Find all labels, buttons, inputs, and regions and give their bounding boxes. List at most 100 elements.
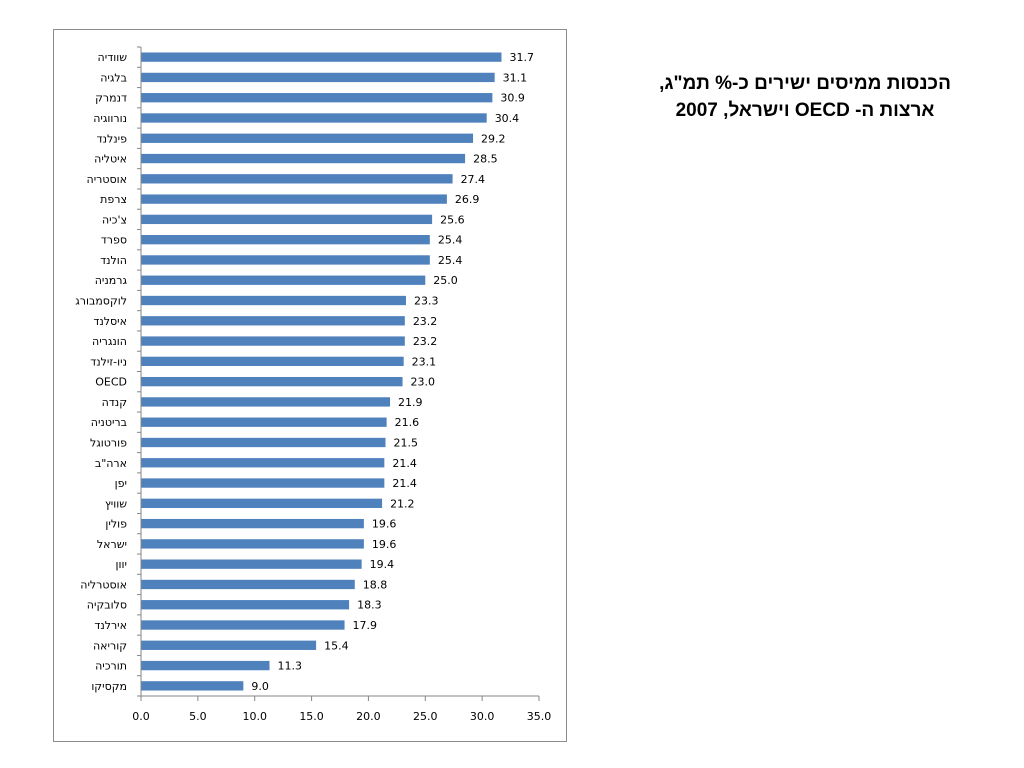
data-label: 9.0 — [251, 680, 268, 693]
category-label: קוריאה — [93, 639, 127, 652]
category-label: תורכיה — [95, 660, 127, 673]
bar — [141, 458, 385, 468]
title-line-2: ארצות ה- OECD וישראל, 2007 — [675, 100, 935, 121]
chart-frame: שוודיה 31.7 בלגיה 31.1 דנמרק 30.9 נורווגיה 30.4… — [53, 29, 567, 742]
bar — [141, 93, 493, 103]
bar — [141, 194, 447, 204]
bar-chart: שוודיה 31.7 בלגיה 31.1 דנמרק 30.9 נורווגיה 30.4… — [75, 46, 552, 723]
data-label: 23.1 — [412, 355, 437, 368]
bar — [141, 255, 430, 265]
x-tick-label: 30.0 — [470, 710, 495, 723]
bar — [141, 397, 391, 407]
category-label: דנמרק — [95, 92, 127, 105]
bar — [141, 660, 270, 671]
category-label: אוסטריה — [87, 173, 127, 186]
category-label: שוויץ — [105, 497, 127, 510]
page-title: הכנסות ממיסים ישירים כ-% תמ"ג, ארצות ה- … — [600, 70, 1010, 124]
data-label: 23.2 — [413, 335, 438, 348]
category-label: אירלנד — [94, 619, 127, 632]
data-label: 21.9 — [398, 396, 423, 409]
category-label: בריטניה — [91, 416, 127, 429]
data-label: 25.4 — [438, 254, 463, 267]
data-label: 21.6 — [395, 416, 420, 429]
data-label: 21.2 — [390, 497, 415, 510]
category-label: צ'כיה — [102, 213, 127, 226]
bar — [141, 376, 403, 387]
bar — [141, 559, 362, 569]
category-label: פורטוגל — [90, 436, 127, 449]
category-label: ארה"ב — [95, 457, 127, 470]
data-label: 28.5 — [473, 153, 498, 166]
bar — [141, 275, 426, 285]
bar — [141, 478, 385, 488]
category-label: הונגריה — [92, 335, 127, 348]
category-label: צרפת — [100, 193, 127, 206]
bar — [141, 133, 474, 143]
data-label: 15.4 — [324, 639, 349, 652]
x-tick-label: 25.0 — [413, 710, 438, 723]
bar — [141, 356, 404, 367]
bar — [141, 681, 244, 691]
category-label: איטליה — [94, 153, 127, 166]
category-label: גרמניה — [95, 274, 128, 287]
bar — [141, 620, 345, 630]
bar — [141, 579, 355, 590]
bar — [141, 518, 364, 529]
bar — [141, 113, 487, 123]
category-label: קנדה — [102, 396, 127, 409]
category-label: מקסיקו — [91, 680, 127, 693]
bar — [141, 336, 405, 346]
x-tick-label: 10.0 — [242, 710, 267, 723]
data-label: 17.9 — [353, 619, 378, 632]
data-label: 25.0 — [433, 274, 458, 287]
data-label: 21.4 — [392, 477, 417, 490]
data-label: 31.7 — [509, 51, 533, 64]
bar — [141, 437, 386, 448]
data-label: 27.4 — [461, 173, 486, 186]
x-tick-label: 0.0 — [132, 710, 150, 723]
category-label: איסלנד — [93, 315, 127, 328]
x-tick-label: 35.0 — [527, 710, 552, 723]
bar — [141, 316, 405, 326]
category-label: פינלנד — [97, 132, 128, 145]
data-label: 25.4 — [438, 234, 463, 247]
category-label: פולין — [105, 518, 127, 531]
data-label: 23.2 — [413, 315, 438, 328]
data-label: 21.5 — [393, 436, 418, 449]
bar — [141, 417, 387, 427]
x-tick-label: 5.0 — [189, 710, 207, 723]
bar — [141, 235, 430, 245]
data-label: 30.9 — [500, 92, 525, 105]
data-label: 19.4 — [370, 558, 395, 571]
x-tick-label: 15.0 — [299, 710, 324, 723]
category-label: OECD — [95, 376, 127, 389]
category-label: ניו-זילנד — [90, 355, 127, 368]
bar — [141, 640, 317, 650]
data-label: 30.4 — [495, 112, 519, 125]
data-label: 29.2 — [481, 132, 506, 145]
category-label: בלגיה — [100, 71, 127, 84]
bar — [141, 600, 350, 610]
data-label: 31.1 — [503, 71, 528, 84]
category-label: שוודיה — [98, 51, 128, 64]
bar — [141, 153, 466, 164]
x-tick-label: 20.0 — [356, 710, 381, 723]
category-label: ספרד — [101, 234, 127, 247]
bar — [141, 295, 406, 306]
bar — [141, 539, 364, 549]
category-label: סלובקיה — [87, 599, 127, 612]
data-label: 11.3 — [277, 660, 302, 673]
data-label: 26.9 — [455, 193, 480, 206]
bar — [141, 174, 453, 184]
category-label: ישראל — [97, 538, 127, 551]
bar — [141, 498, 383, 508]
category-label: לוקסמבורג — [75, 295, 127, 308]
bar — [141, 214, 433, 225]
data-label: 19.6 — [372, 518, 397, 531]
data-label: 19.6 — [372, 538, 397, 551]
data-label: 23.0 — [411, 376, 436, 389]
data-label: 18.8 — [363, 578, 388, 591]
title-line-1: הכנסות ממיסים ישירים כ-% תמ"ג, — [659, 73, 951, 94]
category-label: אוסטרליה — [80, 578, 127, 591]
bar — [141, 52, 502, 62]
